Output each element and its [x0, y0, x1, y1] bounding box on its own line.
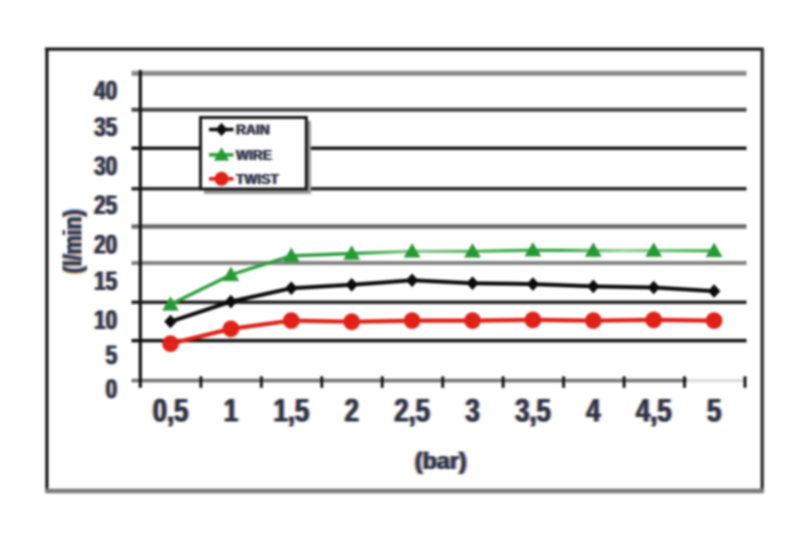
svg-text:1,5: 1,5	[272, 394, 308, 429]
svg-text:3,5: 3,5	[515, 394, 551, 429]
svg-text:1: 1	[222, 394, 236, 429]
svg-text:1,5: 1,5	[274, 394, 310, 429]
svg-text:(l/min): (l/min)	[59, 210, 89, 274]
svg-text:35: 35	[96, 112, 119, 142]
svg-text:3,5: 3,5	[517, 394, 553, 429]
svg-text:WIRE: WIRE	[237, 147, 273, 163]
svg-text:4,5: 4,5	[634, 394, 670, 429]
svg-text:5: 5	[705, 394, 719, 429]
svg-text:40: 40	[94, 76, 117, 106]
svg-text:(bar): (bar)	[413, 449, 465, 475]
svg-text:30: 30	[93, 151, 116, 181]
svg-text:20: 20	[94, 230, 117, 260]
svg-text:2: 2	[346, 394, 360, 429]
svg-text:10: 10	[94, 305, 117, 335]
svg-text:25: 25	[93, 190, 116, 220]
svg-text:5: 5	[709, 394, 723, 429]
svg-text:RAIN: RAIN	[235, 121, 269, 137]
svg-text:25: 25	[94, 190, 117, 220]
svg-text:3: 3	[467, 394, 481, 429]
svg-text:(bar): (bar)	[415, 449, 467, 475]
svg-text:30: 30	[94, 151, 117, 181]
svg-text:40: 40	[93, 76, 116, 106]
svg-text:2,5: 2,5	[396, 394, 432, 429]
svg-text:0,5: 0,5	[153, 394, 189, 429]
svg-text:2: 2	[345, 394, 359, 429]
svg-text:15: 15	[96, 266, 119, 296]
svg-text:5: 5	[107, 340, 118, 370]
svg-text:4,5: 4,5	[636, 394, 672, 429]
svg-text:4: 4	[585, 394, 599, 429]
svg-text:4: 4	[588, 394, 602, 429]
svg-text:35: 35	[93, 112, 116, 142]
svg-text:4,5: 4,5	[638, 394, 674, 429]
svg-text:3: 3	[465, 394, 479, 429]
svg-text:0,5: 0,5	[151, 394, 187, 429]
svg-text:20: 20	[96, 230, 119, 260]
svg-text:(l/min): (l/min)	[59, 208, 89, 272]
svg-text:5: 5	[707, 394, 721, 429]
svg-text:15: 15	[93, 266, 116, 296]
svg-text:1: 1	[224, 394, 238, 429]
svg-text:30: 30	[96, 151, 119, 181]
svg-text:3: 3	[464, 394, 478, 429]
svg-text:TWIST: TWIST	[235, 171, 278, 187]
svg-text:2,5: 2,5	[394, 394, 430, 429]
svg-text:RAIN: RAIN	[236, 121, 270, 137]
svg-text:TWIST: TWIST	[236, 171, 279, 187]
svg-text:(l/min): (l/min)	[59, 211, 89, 275]
svg-text:3,5: 3,5	[514, 394, 550, 429]
svg-text:WIRE: WIRE	[235, 147, 271, 163]
svg-text:40: 40	[96, 76, 119, 106]
svg-text:25: 25	[96, 190, 119, 220]
svg-text:WIRE: WIRE	[236, 147, 272, 163]
svg-text:TWIST: TWIST	[237, 171, 280, 187]
svg-text:10: 10	[96, 305, 119, 335]
svg-text:15: 15	[94, 266, 117, 296]
svg-text:4: 4	[586, 394, 600, 429]
svg-text:0: 0	[104, 374, 115, 404]
svg-text:RAIN: RAIN	[237, 121, 271, 137]
svg-text:2,5: 2,5	[393, 394, 429, 429]
svg-text:10: 10	[93, 305, 116, 335]
svg-text:0: 0	[107, 374, 118, 404]
svg-text:0,5: 0,5	[154, 394, 190, 429]
svg-text:35: 35	[94, 112, 117, 142]
svg-text:5: 5	[104, 340, 115, 370]
svg-text:2: 2	[343, 394, 357, 429]
svg-text:(bar): (bar)	[417, 449, 469, 475]
svg-text:1: 1	[225, 394, 239, 429]
svg-text:0: 0	[106, 374, 117, 404]
svg-text:1,5: 1,5	[275, 394, 311, 429]
svg-text:5: 5	[106, 340, 117, 370]
svg-text:20: 20	[93, 230, 116, 260]
